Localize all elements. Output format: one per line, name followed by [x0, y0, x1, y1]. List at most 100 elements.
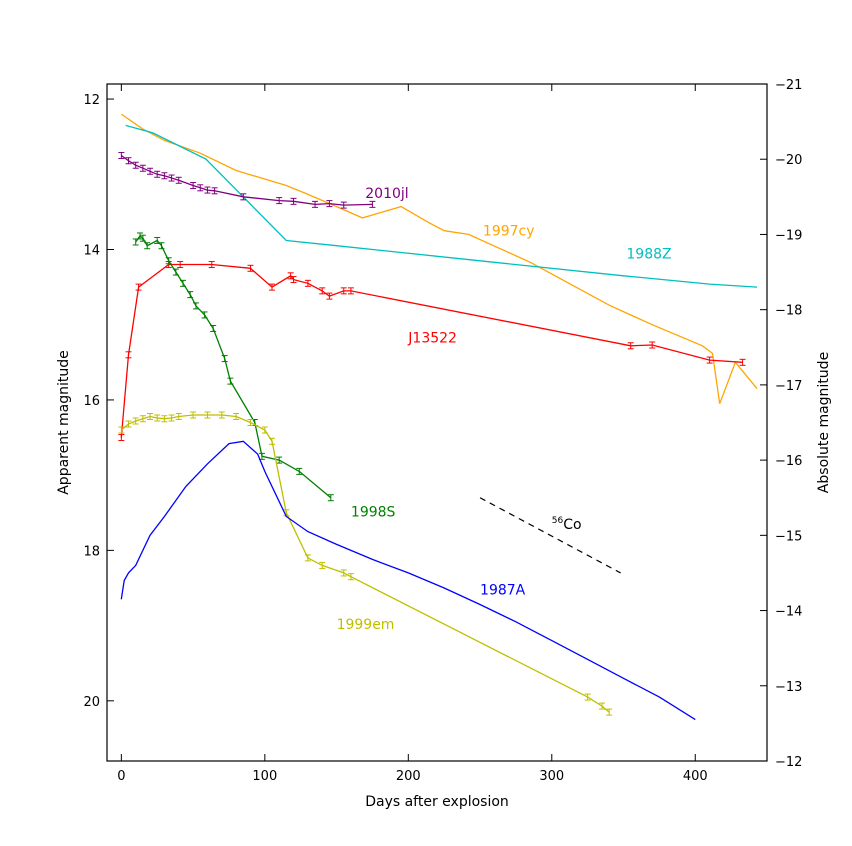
- data-point-1998S: [144, 242, 151, 250]
- data-point-1998S: [165, 257, 172, 265]
- data-point-2010jl: [340, 201, 347, 209]
- y-tick-label-left: 20: [83, 695, 100, 710]
- y-tick-label-left: 14: [83, 243, 100, 258]
- data-point-1998S: [158, 242, 165, 250]
- data-point-1999em: [125, 420, 132, 428]
- series-1999em: [118, 411, 613, 716]
- y-tick-label-right: −17: [775, 379, 802, 394]
- series-layer: 1997cy 1988Z 2010jl J13522 1998S 1999em 1987A: [118, 113, 758, 721]
- data-point-2010jl: [168, 174, 175, 182]
- data-point-1999em: [175, 412, 182, 420]
- data-point-2010jl: [190, 182, 197, 190]
- data-point-1999em: [233, 412, 240, 420]
- data-point-1999em: [168, 414, 175, 422]
- data-point-1998S: [296, 467, 303, 475]
- data-point-1999em: [204, 411, 211, 419]
- x-tick-label: 200: [396, 769, 421, 784]
- series-1987A: [120, 440, 696, 721]
- data-point-1999em: [599, 702, 605, 710]
- data-point-1999em: [161, 415, 168, 423]
- data-point-1999em: [139, 415, 146, 423]
- data-point-2010jl: [154, 170, 161, 178]
- data-point-2010jl: [175, 176, 182, 184]
- data-point-J13522: [125, 351, 132, 359]
- data-point-J13522: [304, 279, 311, 287]
- data-point-2010jl: [204, 186, 211, 194]
- y-tick-label-left: 18: [83, 544, 100, 559]
- data-point-1998S: [180, 279, 187, 287]
- y-tick-label-right: −16: [775, 454, 802, 469]
- data-point-J13522: [627, 342, 634, 350]
- data-point-J13522: [649, 341, 656, 349]
- data-point-1999em: [269, 437, 275, 445]
- y-tick-label-right: −15: [775, 529, 802, 544]
- cobalt-decay-slope-line: [479, 497, 621, 574]
- x-tick-label: 100: [252, 769, 277, 784]
- data-point-2010jl: [211, 187, 218, 195]
- series-2010jl: [118, 151, 376, 209]
- series-1997cy: [120, 113, 758, 404]
- data-point-2010jl: [276, 197, 283, 205]
- data-point-1999em: [118, 426, 125, 434]
- x-axis-title: Days after explosion: [365, 794, 509, 810]
- data-point-J13522: [208, 261, 215, 269]
- series-1988Z: [125, 124, 758, 288]
- data-point-J13522: [739, 358, 746, 366]
- series-line-1988Z: [125, 124, 758, 288]
- data-point-J13522: [287, 272, 294, 280]
- series-label-1997cy: 1997cy: [483, 224, 535, 240]
- series-label-1999em: 1999em: [337, 617, 395, 633]
- data-point-1999em: [606, 708, 613, 716]
- data-point-1999em: [190, 411, 197, 419]
- data-point-2010jl: [326, 200, 333, 208]
- data-point-2010jl: [240, 193, 247, 201]
- series-J13522: [118, 261, 746, 442]
- data-point-2010jl: [132, 161, 139, 169]
- data-point-1998S: [276, 456, 283, 464]
- data-point-1998S: [221, 355, 228, 363]
- x-tick-label: 400: [683, 769, 708, 784]
- data-point-1998S: [137, 232, 143, 240]
- series-1998S: [132, 232, 334, 502]
- data-point-2010jl: [197, 184, 204, 192]
- data-point-1999em: [132, 417, 139, 425]
- data-point-J13522: [319, 287, 326, 295]
- data-point-2010jl: [147, 167, 154, 175]
- plot-area-frame: [106, 83, 768, 762]
- data-point-1999em: [347, 573, 354, 581]
- series-label-J13522: J13522: [407, 330, 457, 346]
- y-tick-label-left: 16: [83, 394, 100, 409]
- data-point-1999em: [304, 554, 311, 562]
- data-point-1998S: [192, 302, 199, 310]
- data-point-1998S: [210, 324, 217, 332]
- data-point-2010jl: [290, 197, 297, 205]
- y-tick-label-right: −20: [775, 153, 802, 168]
- data-point-J13522: [118, 434, 125, 442]
- data-point-2010jl: [125, 157, 132, 165]
- cobalt-decay-label: 56Co: [552, 516, 582, 533]
- series-label-1988Z: 1988Z: [626, 246, 671, 262]
- data-point-J13522: [135, 283, 142, 291]
- data-point-1999em: [147, 412, 154, 420]
- y-tick-label-right: −14: [775, 605, 802, 620]
- data-point-J13522: [347, 287, 354, 295]
- cobalt-decay-label-superscript: 56: [552, 516, 564, 526]
- axes: 0 100 200 300 400 12 14 16 18 20 −21 −20 −19 −18 −17 −1…: [83, 78, 802, 784]
- y-tick-label-right: −18: [775, 304, 802, 319]
- series-line-1999em: [120, 414, 610, 713]
- data-point-J13522: [706, 356, 713, 364]
- data-point-1999em: [584, 693, 591, 701]
- data-point-J13522: [290, 276, 297, 284]
- data-point-1999em: [247, 419, 254, 426]
- data-point-1998S: [327, 494, 334, 502]
- data-point-1998S: [187, 291, 194, 299]
- data-point-2010jl: [139, 164, 146, 172]
- y-tick-label-right: −12: [775, 755, 802, 770]
- data-point-J13522: [326, 292, 333, 300]
- series-line-2010jl: [120, 154, 373, 206]
- series-label-1998S: 1998S: [351, 504, 396, 520]
- series-line-1997cy: [120, 113, 758, 404]
- data-point-1999em: [154, 414, 161, 422]
- data-point-2010jl: [369, 200, 376, 208]
